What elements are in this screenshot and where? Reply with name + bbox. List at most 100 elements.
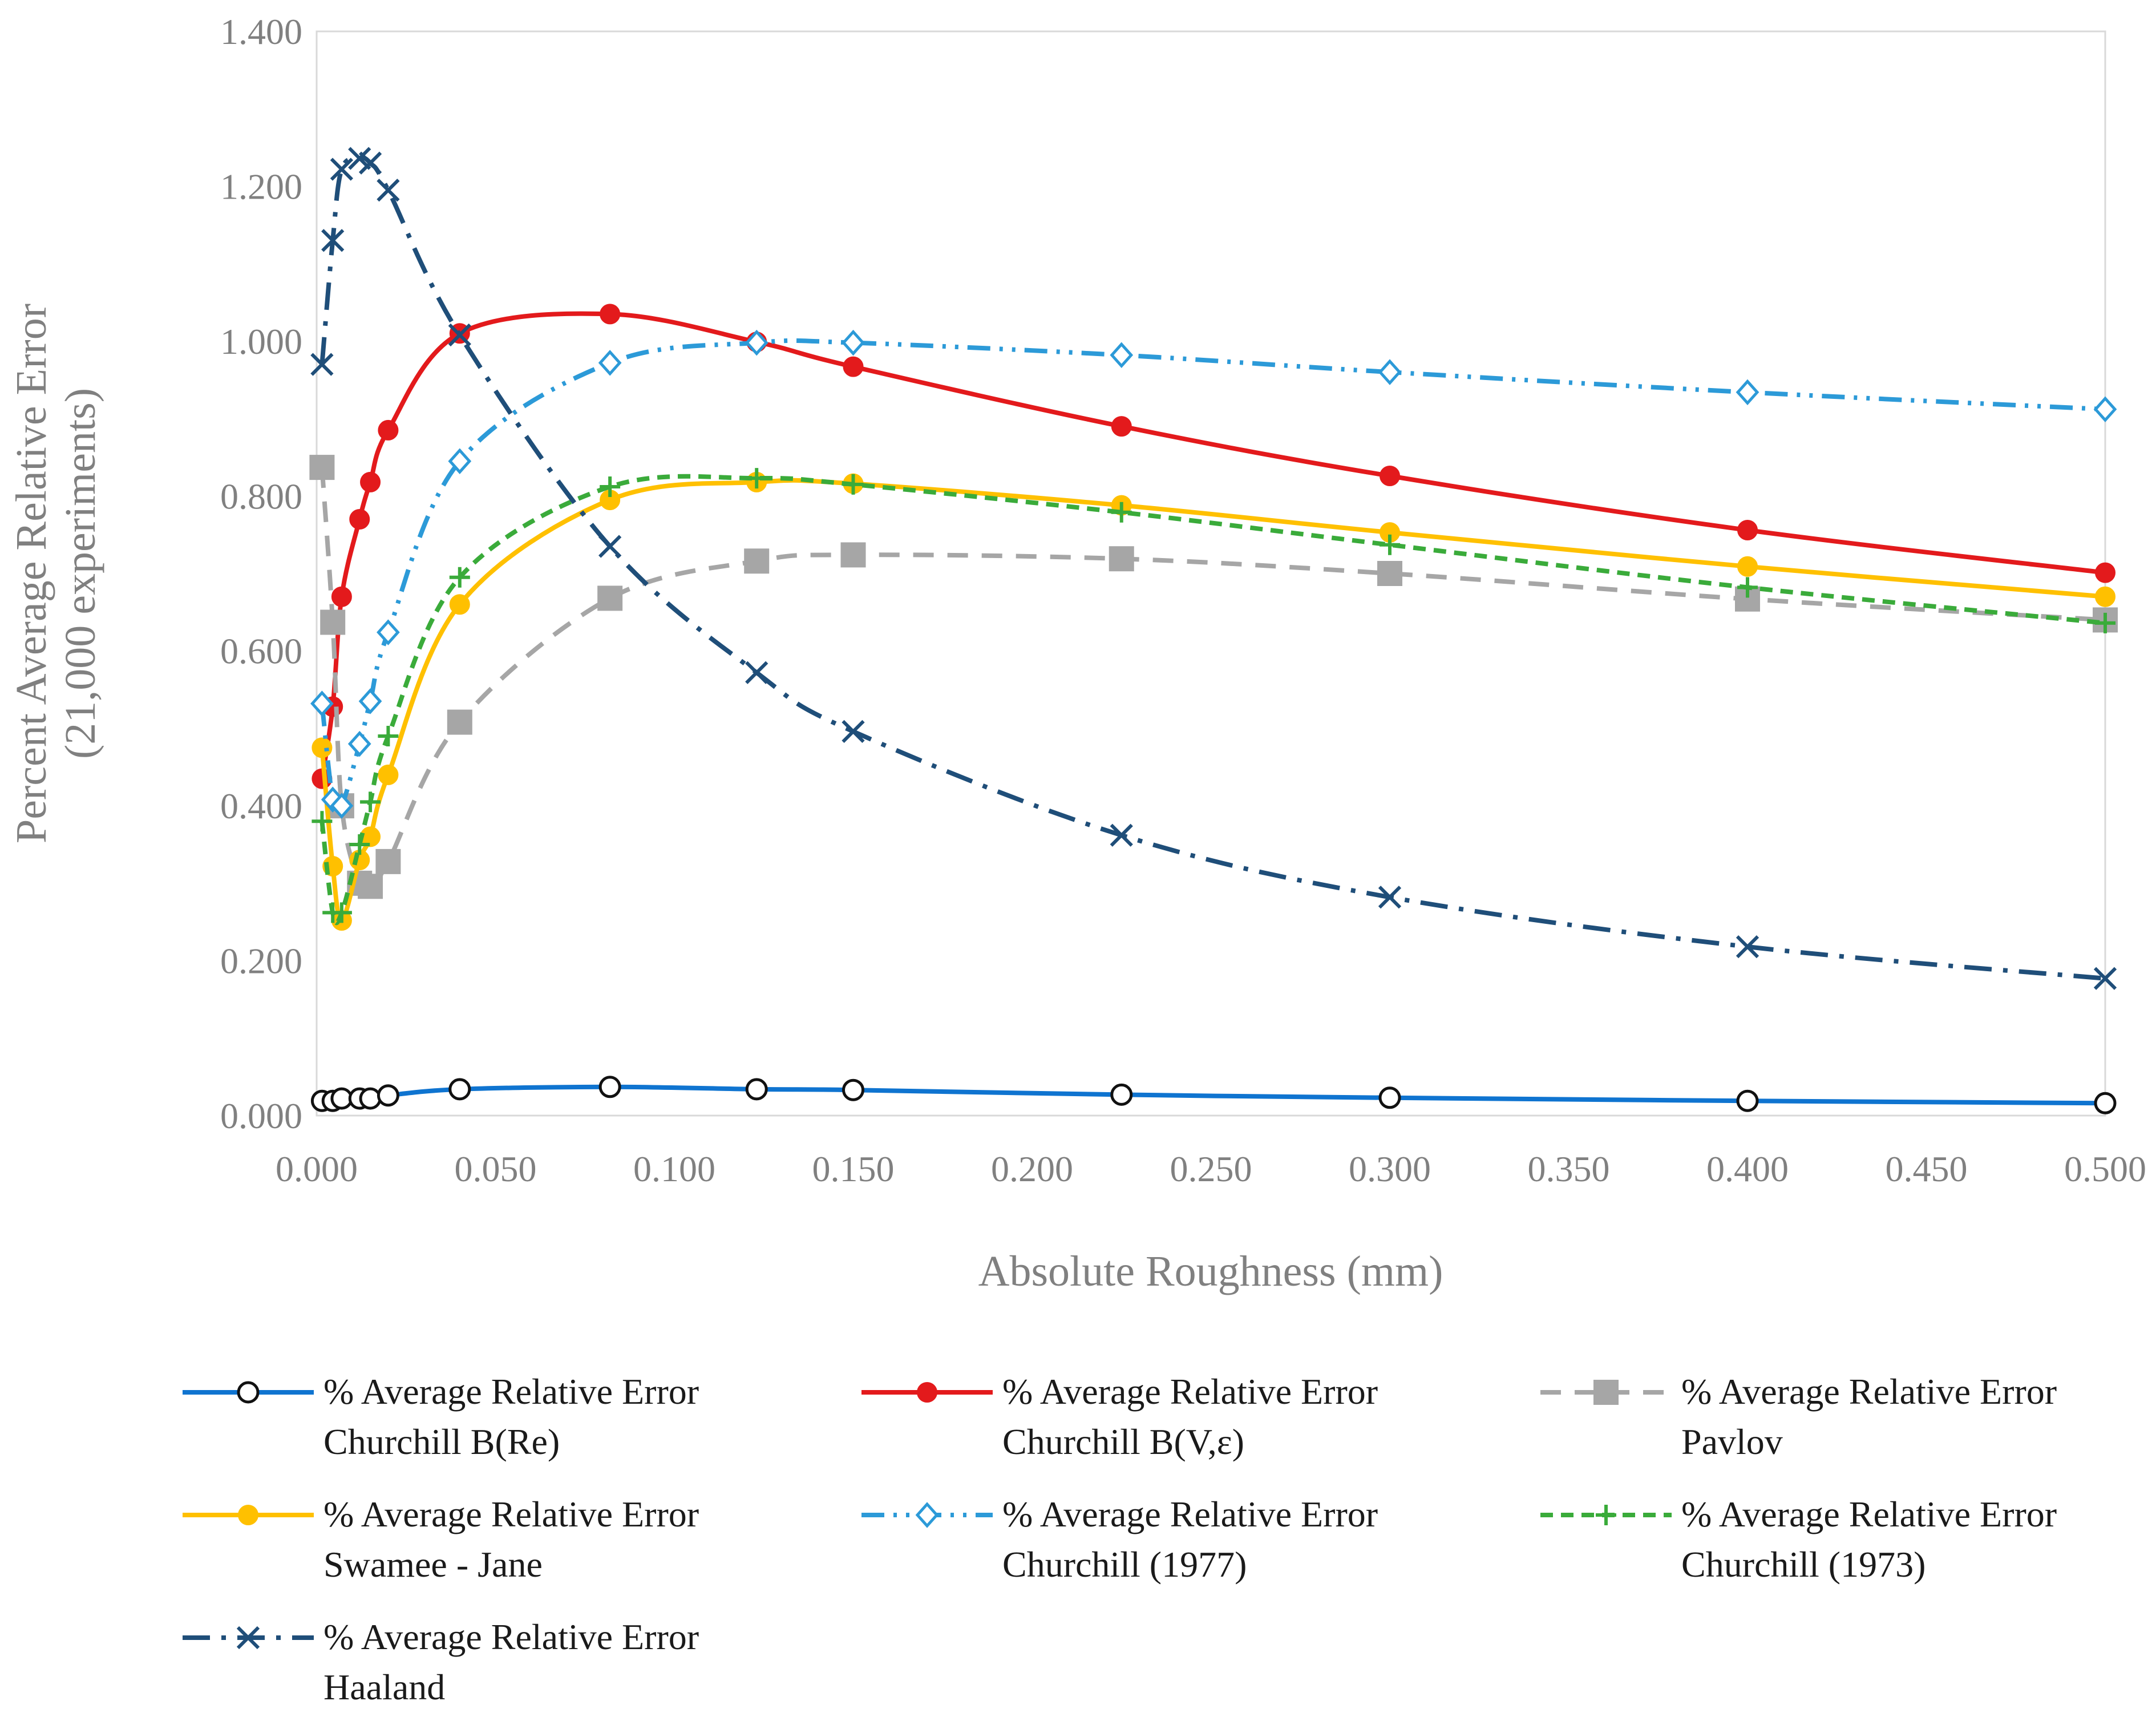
data-point	[746, 468, 767, 489]
legend-swatch-marker	[915, 1502, 939, 1528]
data-point	[1111, 416, 1132, 437]
data-point	[331, 586, 352, 607]
series-line	[319, 467, 2106, 894]
data-point	[600, 304, 621, 325]
x-tick-label: 0.150	[812, 1149, 895, 1189]
y-axis-title: Percent Average Relative Error (21,000 e…	[7, 304, 104, 843]
series-1	[310, 1076, 2117, 1114]
data-point	[312, 737, 333, 758]
legend-item: % Average Relative Error Churchill B(Re)	[183, 1371, 699, 1462]
data-point	[2095, 562, 2115, 583]
x-tick-label: 0.350	[1528, 1149, 1610, 1189]
legend-label-line2: Churchill (1977)	[1002, 1544, 1247, 1585]
legend-label-line2: Haaland	[323, 1667, 445, 1707]
legend-label-line1: % Average Relative Error	[1002, 1494, 1378, 1534]
y-tick-label: 1.000	[220, 321, 302, 362]
data-point	[1378, 1086, 1401, 1109]
data-point	[347, 730, 371, 757]
data-point	[448, 448, 472, 474]
data-point	[321, 229, 345, 252]
y-tick-label: 0.800	[220, 476, 302, 516]
data-point	[2095, 586, 2115, 607]
data-point	[377, 1084, 399, 1107]
x-tick-label: 0.050	[455, 1149, 537, 1189]
data-point	[310, 690, 334, 717]
legend-label-line1: % Average Relative Error	[323, 1371, 699, 1412]
legend-label-line1: % Average Relative Error	[1681, 1494, 2057, 1534]
data-point	[745, 661, 768, 684]
legend-swatch-marker	[917, 1382, 937, 1403]
data-point	[843, 474, 864, 495]
data-point	[1736, 935, 1759, 959]
data-point	[2094, 1092, 2117, 1114]
legend-swatch-marker	[236, 1626, 260, 1650]
data-point	[2095, 612, 2115, 633]
y-tick-label: 1.400	[220, 11, 302, 52]
data-point	[1378, 886, 1402, 909]
data-point	[1736, 1089, 1759, 1112]
legend-label-line1: % Average Relative Error	[1002, 1371, 1378, 1412]
data-point	[358, 688, 382, 714]
legend-item: % Average Relative Error Pavlov	[1540, 1371, 2057, 1462]
data-point	[1110, 1083, 1133, 1106]
legend-swatch-marker	[1596, 1505, 1616, 1525]
data-point	[360, 471, 381, 492]
data-point	[330, 793, 354, 819]
data-point	[1378, 359, 1402, 385]
x-axis-ticks: 0.000 0.050 0.100 0.150 0.200 0.250 0.300 0.350…	[276, 1149, 2146, 1189]
legend-swatch-marker	[1593, 1380, 1619, 1405]
data-point	[2093, 967, 2117, 990]
data-point	[1380, 466, 1400, 486]
data-point	[309, 455, 335, 480]
legend-label-line1: % Average Relative Error	[1681, 1371, 2057, 1412]
data-point	[330, 157, 354, 181]
data-point	[1380, 534, 1400, 555]
series-layer	[309, 147, 2118, 1114]
x-tick-label: 0.200	[991, 1149, 1073, 1189]
x-axis-title: Absolute Roughness (mm)	[978, 1247, 1443, 1295]
y-tick-label: 0.200	[220, 941, 302, 981]
data-point	[842, 720, 865, 743]
x-tick-label: 0.000	[276, 1149, 358, 1189]
data-point	[597, 585, 623, 611]
data-point	[377, 179, 400, 202]
legend-swatch-marker	[237, 1381, 260, 1404]
data-point	[2093, 396, 2117, 423]
data-point	[331, 902, 352, 923]
data-point	[1737, 556, 1758, 577]
data-point	[843, 356, 864, 377]
data-point	[842, 329, 865, 356]
x-tick-label: 0.300	[1349, 1149, 1431, 1189]
data-point	[598, 1076, 621, 1098]
data-point	[375, 849, 401, 874]
data-point	[448, 323, 471, 347]
legend-item: % Average Relative Error Swamee - Jane	[183, 1494, 699, 1585]
series-5	[310, 329, 2117, 819]
data-point	[378, 419, 399, 441]
data-point	[598, 535, 622, 558]
legend-label-line1: % Average Relative Error	[323, 1617, 699, 1657]
legend-label-line2: Churchill B(V,ε)	[1002, 1421, 1244, 1462]
data-point	[840, 542, 866, 568]
data-point	[312, 811, 333, 832]
x-tick-label: 0.450	[1886, 1149, 1968, 1189]
y-axis-title-line1: Percent Average Relative Error	[7, 304, 55, 843]
legend-item: % Average Relative Error Haaland	[183, 1617, 699, 1707]
data-point	[1737, 520, 1758, 540]
data-point	[745, 1078, 768, 1101]
data-point	[1111, 502, 1132, 523]
x-tick-label: 0.250	[1170, 1149, 1252, 1189]
data-point	[358, 874, 383, 899]
y-tick-label: 0.000	[220, 1096, 302, 1136]
data-point	[1110, 342, 1134, 369]
data-point	[349, 834, 370, 855]
data-point	[1377, 561, 1402, 586]
data-point	[600, 476, 621, 497]
legend-item: % Average Relative Error Churchill (1977)	[861, 1494, 1378, 1585]
data-point	[449, 594, 470, 615]
y-tick-label: 1.200	[220, 166, 302, 207]
legend-label-line2: Pavlov	[1681, 1421, 1783, 1462]
data-point	[320, 609, 346, 635]
series-6	[312, 468, 2115, 926]
data-point	[745, 329, 768, 356]
